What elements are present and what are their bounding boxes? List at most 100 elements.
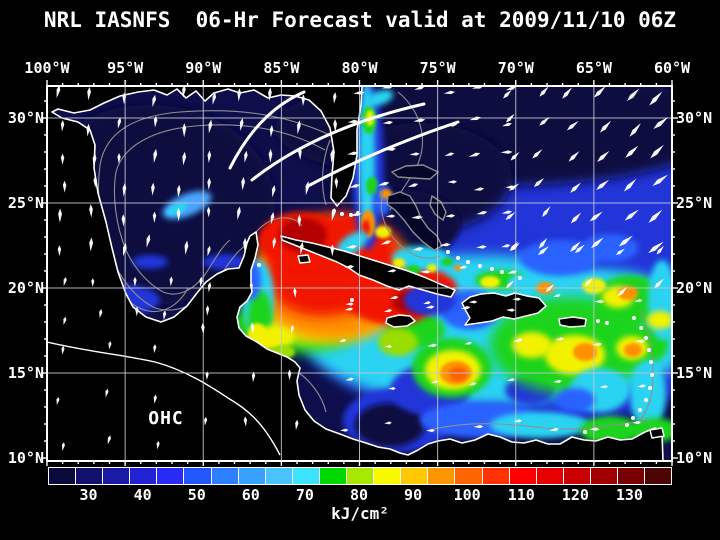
wind-arrow (654, 278, 664, 289)
wind-arrow (207, 245, 211, 257)
lon-label: 85°W (263, 59, 300, 77)
wind-arrow (205, 305, 210, 316)
colorbar-cell (292, 468, 320, 484)
colorbar-cell (455, 468, 483, 484)
wind-arrow (330, 149, 335, 163)
lat-label-left: 30°N (7, 109, 44, 127)
wind-arrow (117, 117, 122, 129)
wind-arrow (268, 148, 273, 163)
wind-arrow (505, 280, 514, 289)
lat-label-left: 25°N (7, 194, 44, 212)
wind-arrow (239, 117, 244, 131)
wind-arrow (426, 428, 436, 433)
colorbar-tick-label: 40 (133, 486, 152, 504)
lon-label: 75°W (419, 59, 456, 77)
wind-arrow (122, 92, 126, 105)
wind-arrow (389, 295, 399, 300)
wind-arrow (414, 86, 425, 90)
wind-arrow (592, 342, 603, 346)
wind-arrow (349, 212, 362, 217)
island (558, 316, 587, 328)
wind-arrow (539, 116, 550, 126)
wind-arrow (121, 214, 126, 227)
island (649, 427, 665, 439)
colorbar-cell (265, 468, 293, 484)
colorbar-tick-label: 90 (404, 486, 423, 504)
wind-arrow (458, 265, 468, 269)
wind-arrow (107, 435, 111, 445)
islet (650, 373, 654, 377)
colorbar-cell (509, 468, 537, 484)
wind-arrow (105, 388, 109, 398)
wind-arrow (648, 241, 664, 254)
wind-arrow (58, 208, 62, 223)
heat-blob (573, 343, 597, 361)
wind-arrow (122, 182, 127, 197)
wind-arrow (249, 282, 253, 292)
wind-arrow (617, 286, 628, 297)
islet (644, 336, 648, 340)
colorbar-tick-label: 80 (349, 486, 369, 504)
heat-blob (490, 412, 590, 438)
wind-arrow (295, 419, 299, 431)
lon-label: 80°W (341, 59, 378, 77)
bathymetry-contour (380, 189, 441, 259)
wind-arrow (182, 151, 187, 166)
wind-arrow (333, 118, 338, 133)
wind-arrow (637, 384, 647, 388)
wind-arrow (626, 88, 640, 102)
heat-blob (630, 360, 666, 430)
heat-blob (366, 89, 394, 107)
wind-arrow (507, 270, 518, 274)
wind-arrow (513, 419, 523, 423)
colorbar-cell (347, 468, 375, 484)
wind-arrow (539, 86, 549, 97)
wind-arrow (153, 394, 157, 404)
island (461, 292, 547, 326)
wind-arrow (62, 180, 67, 193)
wind-arrow (505, 113, 515, 123)
wind-arrow (538, 237, 548, 249)
wind-arrow (423, 301, 431, 305)
wind-arrow (135, 306, 139, 317)
wind-arrow (585, 277, 593, 286)
wind-arrow (513, 338, 523, 342)
wind-arrow (537, 246, 549, 256)
wind-arrow (301, 94, 306, 106)
islet (518, 276, 522, 280)
lat-label-right: 25°N (676, 194, 713, 212)
wind-arrow (345, 302, 354, 306)
wind-arrow (568, 151, 580, 162)
colorbar-tick-label: 50 (187, 486, 206, 504)
wind-arrow (347, 119, 359, 124)
wind-arrow (420, 270, 431, 274)
wind-arrow (407, 183, 419, 188)
wind-arrow (427, 343, 438, 347)
wind-arrow (501, 244, 511, 248)
wind-arrow (184, 240, 189, 255)
wind-arrow (92, 153, 97, 168)
wind-arrow (501, 122, 512, 127)
wind-arrow (251, 371, 256, 383)
wind-arrow (57, 245, 62, 257)
bathymetry-contour (127, 287, 189, 313)
heat-blob (441, 258, 453, 266)
wind-arrow (117, 153, 121, 164)
ohc-label: OHC (148, 408, 184, 429)
colorbar-cell (319, 468, 348, 484)
wind-arrow (553, 379, 562, 383)
wind-arrow (570, 212, 582, 224)
wind-arrow (206, 206, 211, 218)
wind-arrow (243, 237, 247, 252)
wind-arrow (212, 92, 217, 105)
islet (478, 264, 482, 268)
wind-arrow (409, 152, 420, 156)
wind-arrow (152, 211, 157, 223)
heat-blob (166, 202, 188, 216)
colorbar-cell (76, 468, 104, 484)
heat-blob (393, 258, 405, 268)
wind-arrow (205, 371, 209, 380)
lat-label-right: 30°N (676, 109, 713, 127)
wind-arrow (512, 297, 522, 301)
axis-ticks (41, 80, 678, 466)
